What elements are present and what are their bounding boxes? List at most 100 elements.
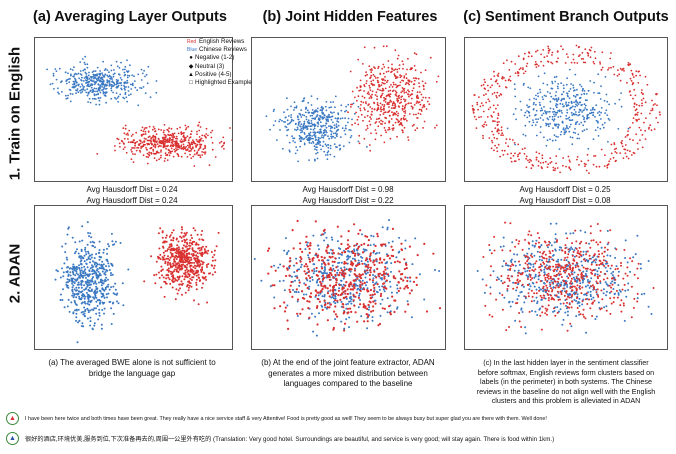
scatter-point: [189, 244, 192, 247]
scatter-point: [201, 134, 204, 137]
scatter-point: [659, 113, 661, 116]
scatter-point: [319, 137, 321, 140]
scatter-point: [354, 122, 356, 124]
scatter-point: [572, 131, 575, 134]
scatter-point: [563, 97, 565, 100]
scatter-point: [296, 149, 299, 152]
scatter-point: [381, 92, 384, 95]
scatter-point: [522, 285, 525, 288]
scatter-point: [99, 267, 101, 270]
scatter-point: [190, 130, 193, 133]
scatter-point: [620, 105, 623, 108]
scatter-point: [162, 258, 165, 261]
scatter-point: [359, 289, 362, 292]
scatter-point: [573, 61, 576, 64]
scatter-point: [609, 254, 612, 257]
scatter-point: [287, 115, 290, 117]
scatter-point: [346, 307, 350, 310]
scatter-point: [380, 123, 382, 125]
scatter-point: [172, 236, 175, 239]
scatter-point: [86, 285, 89, 288]
scatter-point: [397, 54, 400, 57]
scatter-point: [359, 281, 362, 284]
scatter-point: [353, 304, 356, 307]
scatter-point: [177, 148, 179, 151]
scatter-point: [330, 135, 332, 138]
scatter-point: [81, 279, 84, 282]
scatter-point: [565, 115, 568, 117]
scatter-point: [145, 148, 148, 151]
scatter-point: [205, 278, 208, 281]
scatter-point: [321, 287, 324, 291]
scatter-point: [593, 155, 595, 157]
scatter-point: [180, 147, 183, 150]
scatter-point: [171, 136, 174, 138]
scatter-point: [413, 79, 416, 82]
scatter-point: [116, 80, 119, 82]
scatter-point: [196, 261, 199, 264]
scatter-point: [396, 260, 399, 263]
scatter-point: [96, 153, 99, 155]
scatter-point: [577, 133, 580, 136]
scatter-point: [358, 142, 361, 145]
scatter-point: [318, 312, 320, 315]
scatter-point: [354, 295, 357, 298]
scatter-point: [624, 257, 627, 259]
scatter-point: [573, 255, 576, 258]
scatter-point: [594, 318, 597, 321]
scatter-point: [305, 293, 308, 296]
scatter-point: [145, 147, 147, 149]
scatter-point: [374, 244, 377, 248]
scatter-point: [199, 147, 202, 149]
scatter-point: [83, 86, 85, 88]
scatter-point: [311, 278, 314, 281]
scatter-point: [575, 315, 578, 318]
scatter-point: [640, 129, 642, 132]
scatter-point: [97, 97, 100, 99]
scatter-point: [143, 137, 146, 140]
scatter-point: [547, 111, 549, 113]
scatter-point: [223, 141, 226, 144]
scatter-point: [598, 110, 601, 113]
scatter-point: [545, 124, 548, 127]
scatter-point: [354, 274, 357, 277]
scatter-point: [629, 77, 632, 80]
scatter-point: [139, 140, 142, 143]
scatter-point: [108, 245, 110, 248]
scatter-point: [589, 295, 592, 298]
scatter-point: [188, 260, 191, 263]
scatter-point: [607, 163, 609, 166]
scatter-point: [319, 128, 322, 131]
scatter-point: [600, 148, 603, 151]
scatter-point: [293, 101, 296, 104]
scatter-point: [586, 99, 588, 102]
scatter-point: [70, 73, 72, 76]
scatter-point: [130, 88, 133, 90]
scatter-point: [302, 125, 305, 128]
scatter-point: [181, 140, 184, 143]
scatter-point: [407, 136, 409, 138]
scatter-point: [337, 269, 339, 272]
scatter-point: [152, 148, 155, 151]
scatter-point: [366, 265, 369, 268]
scatter-point: [192, 266, 195, 269]
scatter-point: [161, 256, 164, 259]
scatter-point: [294, 275, 297, 278]
scatter-point: [95, 285, 98, 288]
scatter-point: [528, 120, 531, 123]
scatter-point: [356, 284, 359, 287]
scatter-point: [299, 145, 301, 148]
scatter-point: [407, 102, 410, 104]
scatter-point: [343, 327, 346, 330]
scatter-point: [559, 102, 562, 105]
scatter-point: [384, 111, 387, 114]
scatter-point: [635, 113, 637, 116]
scatter-point: [309, 280, 312, 283]
scatter-point: [95, 273, 98, 276]
scatter-point: [223, 148, 225, 150]
scatter-point: [94, 90, 96, 93]
scatter-point: [565, 105, 568, 108]
scatter-point: [80, 325, 83, 327]
scatter-point: [391, 111, 393, 114]
scatter-point: [495, 79, 498, 82]
